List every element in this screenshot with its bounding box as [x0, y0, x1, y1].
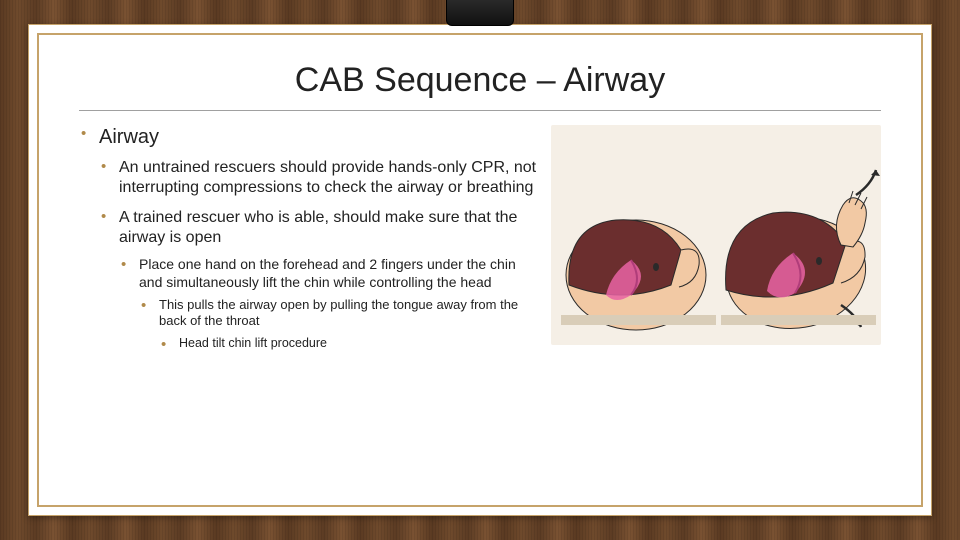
bullet-text: An untrained rescuers should provide han…	[119, 159, 536, 196]
bullet-text: Head tilt chin lift procedure	[179, 336, 327, 350]
binder-clip	[446, 0, 514, 26]
bullet-text: Place one hand on the forehead and 2 fin…	[139, 256, 516, 290]
bullet-list-lvl3: Place one hand on the forehead and 2 fin…	[119, 256, 537, 351]
bullet-text: Airway	[99, 126, 159, 148]
bullet-lvl3: Place one hand on the forehead and 2 fin…	[119, 256, 537, 351]
bullet-lvl2: A trained rescuer who is able, should ma…	[99, 208, 537, 351]
bullet-lvl5: Head tilt chin lift procedure	[159, 336, 537, 352]
bullet-list-lvl1: Airway An untrained rescuers should prov…	[79, 125, 537, 351]
bullet-list-lvl4: This pulls the airway open by pulling th…	[139, 297, 537, 351]
slide-panel-outer: CAB Sequence – Airway Airway An untraine…	[28, 24, 932, 516]
bullet-lvl1: Airway An untrained rescuers should prov…	[79, 125, 537, 351]
slide-title: CAB Sequence – Airway	[79, 61, 881, 100]
bullet-list-lvl5: Head tilt chin lift procedure	[159, 336, 537, 352]
image-column	[551, 125, 881, 345]
bullet-list-lvl2: An untrained rescuers should provide han…	[99, 158, 537, 351]
bullet-lvl4: This pulls the airway open by pulling th…	[139, 297, 537, 351]
content-row: Airway An untrained rescuers should prov…	[79, 125, 881, 361]
bullet-text: This pulls the airway open by pulling th…	[159, 297, 518, 328]
title-rule	[79, 110, 881, 111]
text-column: Airway An untrained rescuers should prov…	[79, 125, 537, 361]
airway-illustration	[551, 125, 881, 345]
airway-svg	[551, 125, 881, 345]
bullet-lvl2: An untrained rescuers should provide han…	[99, 158, 537, 198]
slide-panel-inner: CAB Sequence – Airway Airway An untraine…	[37, 33, 923, 507]
bullet-text: A trained rescuer who is able, should ma…	[119, 209, 517, 246]
